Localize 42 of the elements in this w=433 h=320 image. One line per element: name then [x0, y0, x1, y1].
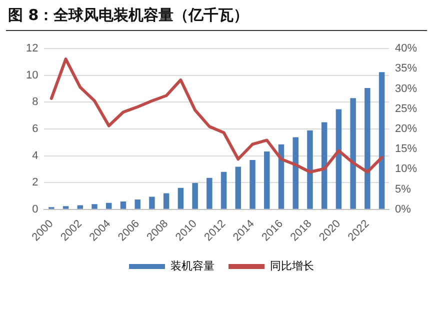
y2-tick-label: 20% [394, 123, 418, 136]
bar [364, 88, 370, 209]
y-tick-label: 6 [32, 123, 38, 136]
bar [120, 201, 126, 209]
bar [250, 160, 256, 209]
bar [220, 172, 227, 209]
legend-label: 同比增长 [270, 260, 314, 273]
bar [206, 178, 212, 209]
y2-tick-label: 40% [394, 42, 418, 55]
y2-tick-label: 30% [394, 82, 418, 95]
bar [321, 122, 328, 209]
y2-tick-label: 25% [394, 102, 418, 115]
chart-title: 图 8：全球风电装机容量（亿千瓦） [8, 6, 249, 25]
y2-tick-label: 0% [394, 203, 412, 216]
bar [149, 196, 155, 209]
y-tick-label: 2 [32, 176, 38, 189]
y2-tick-label: 10% [394, 163, 418, 176]
y-tick-label: 10 [26, 69, 38, 82]
bar [235, 166, 242, 209]
y-tick-label: 12 [26, 42, 38, 55]
bar [292, 137, 298, 209]
bar [307, 130, 313, 209]
bar [350, 98, 356, 209]
y2-tick-label: 5% [394, 183, 412, 196]
legend-label: 装机容量 [170, 260, 214, 273]
y2-tick-label: 35% [394, 62, 418, 75]
bar [336, 109, 342, 209]
bar [92, 204, 98, 209]
bar [134, 199, 140, 209]
bar [192, 182, 198, 209]
bar [264, 151, 270, 209]
bar [163, 193, 170, 209]
y-tick-label: 8 [32, 96, 38, 108]
y-tick-label: 4 [32, 150, 38, 162]
bar [62, 206, 69, 209]
bar [106, 202, 112, 209]
bar [278, 144, 284, 209]
bar [378, 72, 385, 209]
bar [77, 205, 84, 209]
y2-tick-label: 15% [394, 143, 418, 156]
bar [178, 188, 184, 209]
y-tick-label: 0 [32, 203, 38, 216]
